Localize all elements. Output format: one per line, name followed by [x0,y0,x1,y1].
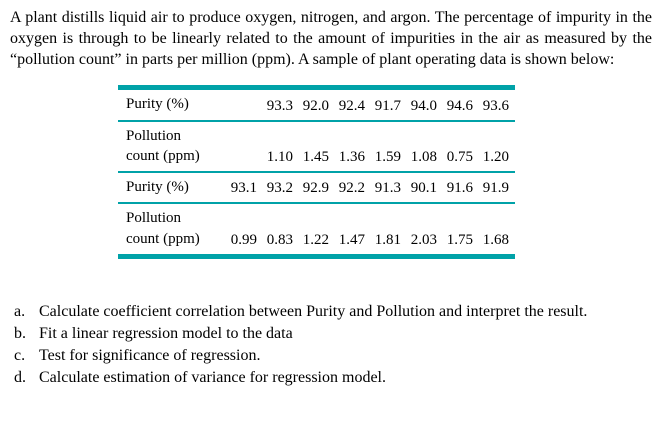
row-label-line: Purity (%) [126,179,189,196]
question-text: Fit a linear regression model to the dat… [39,324,293,342]
question-text: Calculate estimation of variance for reg… [39,369,386,387]
row-label: Purity (%) [126,177,216,197]
data-table: Purity (%) 93.3 92.0 92.4 91.7 94.0 94.6 93.6 Po… [118,85,515,259]
question-item: b. Fit a linear regression model to the d… [12,323,651,344]
table-cell: 1.22 [302,231,329,248]
table-cell: 0.99 [230,231,257,248]
table-cell: 1.36 [338,149,365,166]
row-values: 1.10 1.45 1.36 1.59 1.08 0.75 1.20 [257,149,509,166]
table-cell: 1.68 [482,231,509,248]
question-text: Test for significance of regression. [39,347,261,365]
table-cell: 91.9 [482,180,509,197]
table-cell: 92.9 [302,180,329,197]
table-cell: 1.20 [482,149,509,166]
row-values: 93.3 92.0 92.4 91.7 94.0 94.6 93.6 [257,98,509,115]
question-marker: c. [14,347,26,365]
row-label-line: Pollution [126,210,182,227]
question-marker: b. [14,324,26,342]
row-values: 93.1 93.2 92.9 92.2 91.3 90.1 91.6 91.9 [221,180,509,197]
table-row: Pollution count (ppm) 1.10 1.45 1.36 1.59 1.08… [118,122,515,174]
row-label: Purity (%) [126,94,216,114]
table-cell: 0.75 [446,149,473,166]
table-cell: 93.2 [266,180,293,197]
table-row: Pollution count (ppm) 0.99 0.83 1.22 1.47 1.81… [118,204,515,254]
table-cell: 92.0 [302,97,329,114]
table-row: Purity (%) 93.1 93.2 92.9 92.2 91.3 90.1 91.6 91… [118,173,515,205]
question-marker: a. [14,302,26,320]
table-cell: 91.7 [374,97,401,114]
question-item: c. Test for significance of regression. [12,345,651,366]
question-item: a. Calculate coefficient correlation betw… [12,301,651,322]
table-cell: 90.1 [410,180,437,197]
table-cell: 91.3 [374,180,401,197]
problem-statement: A plant distills liquid air to produce o… [10,9,652,69]
row-label-line: Pollution [126,127,182,144]
row-label: Pollution count (ppm) [126,126,216,167]
table-cell: 2.03 [410,231,437,248]
table-cell: 1.45 [302,149,329,166]
table-cell: 1.59 [374,149,401,166]
row-label-line: Purity (%) [126,96,189,113]
row-values: 0.99 0.83 1.22 1.47 1.81 2.03 1.75 1.68 [221,232,509,249]
data-table-rows: Purity (%) 93.3 92.0 92.4 91.7 94.0 94.6 93.6 Po… [118,90,515,254]
table-cell: 1.81 [374,231,401,248]
row-label: Pollution count (ppm) [126,208,216,249]
table-cell: 93.3 [266,97,293,114]
question-list: a. Calculate coefficient correlation betw… [12,301,651,388]
table-cell: 1.47 [338,231,365,248]
question-marker: d. [14,369,26,387]
table-row: Purity (%) 93.3 92.0 92.4 91.7 94.0 94.6 93.6 [118,90,515,122]
table-cell: 94.6 [446,97,473,114]
table-cell: 1.10 [266,149,293,166]
table-cell: 1.75 [446,231,473,248]
row-label-line: count (ppm) [126,230,200,247]
table-cell: 1.08 [410,149,437,166]
table-cell: 94.0 [410,97,437,114]
table-cell: 93.6 [482,97,509,114]
row-label-line: count (ppm) [126,147,200,164]
question-item: d. Calculate estimation of variance for r… [12,367,651,388]
table-cell: 0.83 [266,231,293,248]
table-cell: 91.6 [446,180,473,197]
table-cell: 92.2 [338,180,365,197]
table-cell: 93.1 [230,180,257,197]
question-text: Calculate coefficient correlation betwee… [39,302,588,320]
table-cell: 92.4 [338,97,365,114]
